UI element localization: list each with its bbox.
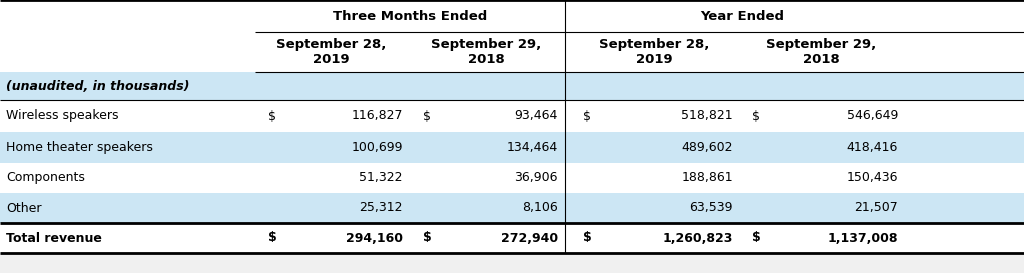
Text: 25,312: 25,312 [359, 201, 403, 215]
Text: Wireless speakers: Wireless speakers [6, 109, 119, 123]
Bar [0, 163, 1024, 193]
Text: Total revenue: Total revenue [6, 232, 101, 245]
Text: September 28,
2019: September 28, 2019 [276, 38, 387, 66]
Bar [0, 132, 1024, 163]
Text: $: $ [423, 109, 431, 123]
Text: Three Months Ended: Three Months Ended [333, 10, 487, 22]
Text: Components: Components [6, 171, 85, 185]
Text: $: $ [752, 232, 761, 245]
Text: 63,539: 63,539 [689, 201, 733, 215]
Text: September 29,
2018: September 29, 2018 [766, 38, 877, 66]
Text: $: $ [583, 109, 591, 123]
Text: $: $ [423, 232, 431, 245]
Text: (unaudited, in thousands): (unaudited, in thousands) [6, 79, 189, 93]
Text: 1,260,823: 1,260,823 [663, 232, 733, 245]
Text: 150,436: 150,436 [847, 171, 898, 185]
Bar [0, 223, 1024, 253]
Text: $: $ [267, 232, 276, 245]
Text: $: $ [268, 109, 276, 123]
Text: 36,906: 36,906 [514, 171, 558, 185]
Text: September 29,
2018: September 29, 2018 [431, 38, 542, 66]
Bar [0, 0, 1024, 72]
Text: 546,649: 546,649 [847, 109, 898, 123]
Text: $: $ [752, 109, 760, 123]
Text: Other: Other [6, 201, 42, 215]
Text: 116,827: 116,827 [351, 109, 403, 123]
Text: 188,861: 188,861 [681, 171, 733, 185]
Text: 21,507: 21,507 [854, 201, 898, 215]
Text: Year Ended: Year Ended [700, 10, 784, 22]
Text: 1,137,008: 1,137,008 [827, 232, 898, 245]
Bar [0, 193, 1024, 223]
Text: $: $ [583, 232, 592, 245]
Text: Home theater speakers: Home theater speakers [6, 141, 153, 154]
Text: 8,106: 8,106 [522, 201, 558, 215]
Text: 100,699: 100,699 [351, 141, 403, 154]
Text: 272,940: 272,940 [501, 232, 558, 245]
Text: 489,602: 489,602 [682, 141, 733, 154]
Bar [0, 72, 1024, 100]
Text: 518,821: 518,821 [681, 109, 733, 123]
Text: 418,416: 418,416 [847, 141, 898, 154]
Text: 294,160: 294,160 [346, 232, 403, 245]
Text: 51,322: 51,322 [359, 171, 403, 185]
Text: 134,464: 134,464 [507, 141, 558, 154]
Text: September 28,
2019: September 28, 2019 [599, 38, 710, 66]
Text: 93,464: 93,464 [515, 109, 558, 123]
Bar [0, 100, 1024, 132]
